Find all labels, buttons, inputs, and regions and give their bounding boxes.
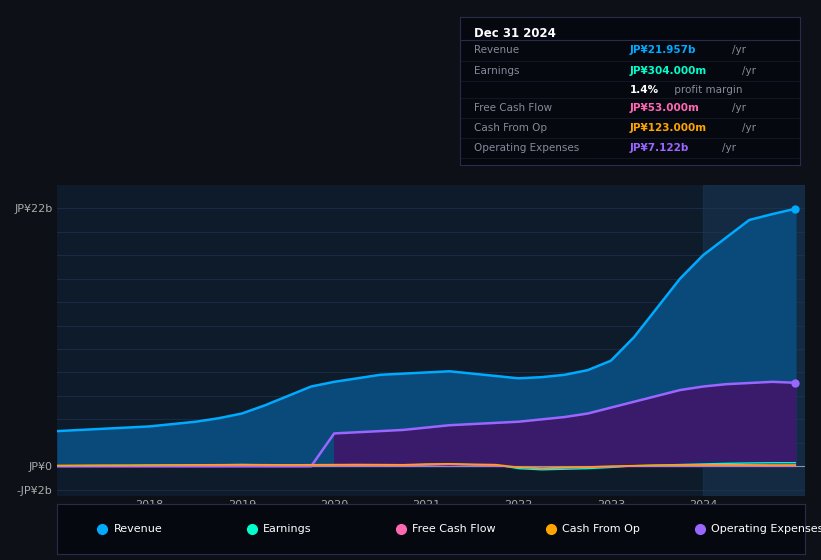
Text: JP¥123.000m: JP¥123.000m [630,123,707,133]
Text: Revenue: Revenue [113,524,163,534]
Text: /yr: /yr [742,66,756,76]
Text: profit margin: profit margin [671,85,742,95]
Text: Cash From Op: Cash From Op [474,123,547,133]
Text: Free Cash Flow: Free Cash Flow [412,524,496,534]
Text: /yr: /yr [722,143,736,153]
Text: Revenue: Revenue [474,45,519,55]
Text: Dec 31 2024: Dec 31 2024 [474,27,556,40]
Text: Operating Expenses: Operating Expenses [474,143,579,153]
Text: JP¥21.957b: JP¥21.957b [630,45,696,55]
Text: /yr: /yr [732,102,746,113]
Text: Earnings: Earnings [474,66,519,76]
Text: Earnings: Earnings [263,524,311,534]
Text: Cash From Op: Cash From Op [562,524,640,534]
Text: 1.4%: 1.4% [630,85,659,95]
Text: JP¥304.000m: JP¥304.000m [630,66,707,76]
Text: JP¥7.122b: JP¥7.122b [630,143,690,153]
Text: JP¥53.000m: JP¥53.000m [630,102,699,113]
Text: Free Cash Flow: Free Cash Flow [474,102,552,113]
Bar [703,185,814,496]
Text: /yr: /yr [742,123,756,133]
Text: /yr: /yr [732,45,746,55]
Text: Operating Expenses: Operating Expenses [711,524,821,534]
